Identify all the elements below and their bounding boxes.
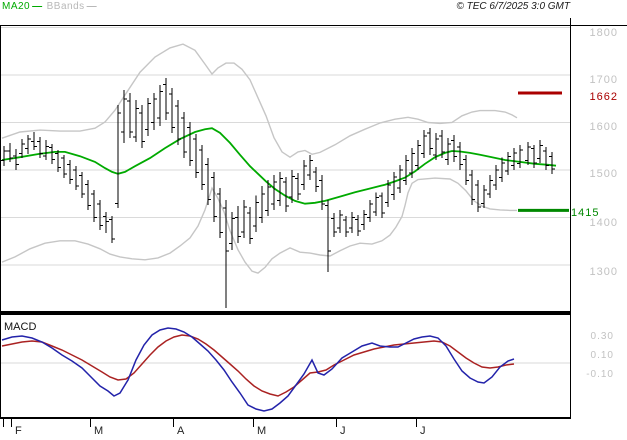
ma20-legend-swatch: — [32,1,43,12]
macd-line [1,327,515,412]
price-axis-label: 1300 [589,266,618,278]
price-bars [1,77,555,308]
ma20-legend-label: MA20 [2,1,31,12]
ma20-line [1,127,557,205]
price-axis-label: 1400 [589,217,618,229]
bottom-axis-line [0,417,571,419]
price-axis-label: 1500 [589,168,618,180]
price-axis-label: 1700 [589,74,618,86]
copyright-timestamp: © TEC 6/7/2025 3:0 GMT [456,1,570,12]
bbands-legend-label: BBands [46,1,85,12]
macd-signal-line [1,334,515,397]
bollinger-upper-band [1,43,518,159]
month-label: J [420,425,426,437]
chart-legend: MA20— BBands — [2,1,101,12]
macd-axis-label: -0.10 [586,369,614,380]
price-axis-label: 1662 [589,91,618,103]
month-label: A [177,425,185,437]
month-label: M [94,425,104,437]
macd-axis-label: 0.10 [590,350,614,361]
panel-separator [0,311,571,315]
month-label: M [257,425,267,437]
price-axis-label: 1600 [589,121,618,133]
bbands-legend-swatch: — [86,1,98,12]
month-label: F [15,425,22,437]
macd-axis-label: 0.30 [590,331,614,342]
price-axis-label: 1800 [589,27,618,39]
month-label: J [340,425,346,437]
macd-panel-label: MACD [4,321,37,333]
bollinger-lower-band [1,177,517,274]
price-axis-label: 1415 [571,207,600,219]
